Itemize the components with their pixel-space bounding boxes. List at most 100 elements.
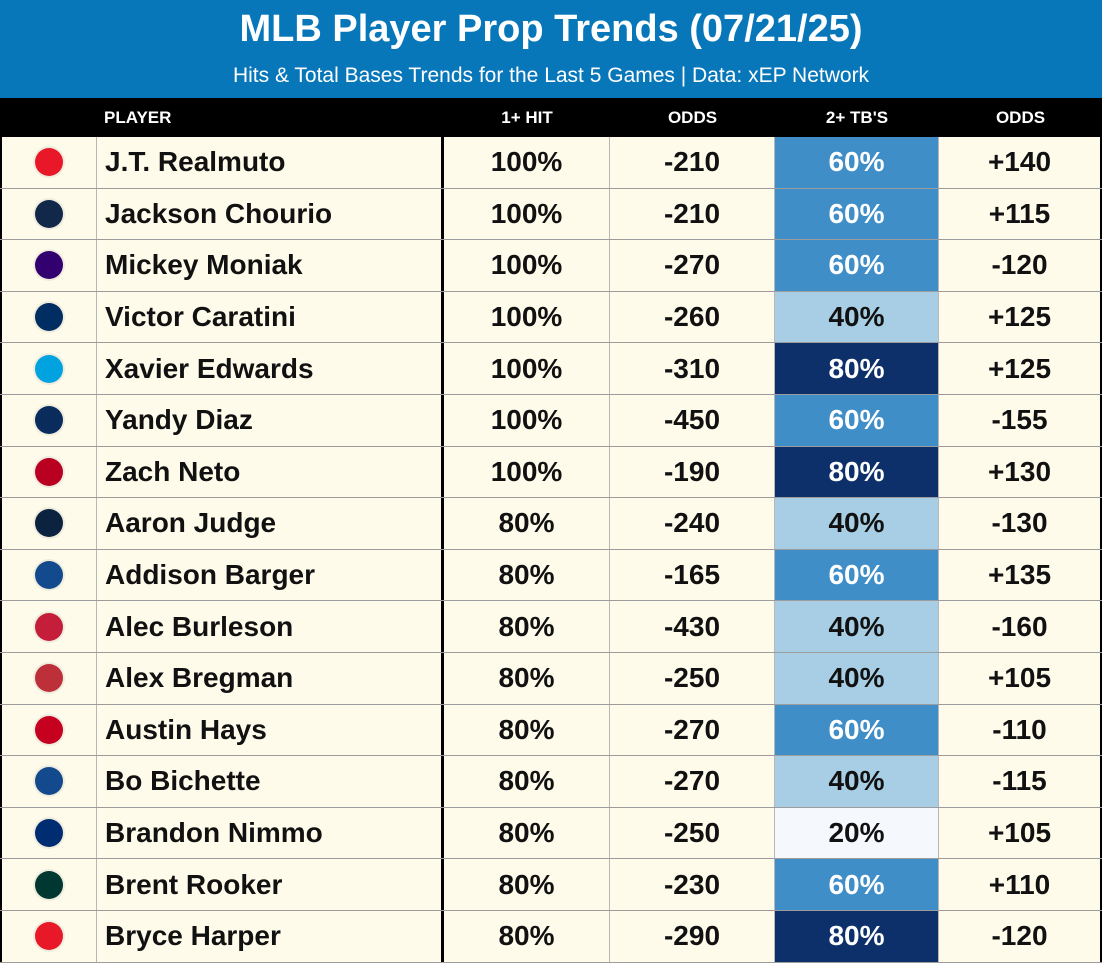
tb-rate: 60% xyxy=(775,240,939,291)
hit-rate: 80% xyxy=(444,549,610,601)
hit-rate: 100% xyxy=(444,137,610,188)
hit-odds: -310 xyxy=(610,343,775,394)
col-header-player: PLAYER xyxy=(104,108,172,127)
hit-odds: -210 xyxy=(610,188,775,240)
player-name: Aaron Judge xyxy=(97,498,444,549)
col-header-odds-hit: ODDS xyxy=(667,108,718,127)
page-title: MLB Player Prop Trends (07/21/25) xyxy=(239,8,863,50)
tb-rate: 20% xyxy=(775,807,939,859)
blue-jays-logo-icon xyxy=(35,767,63,796)
team-logo-cell xyxy=(0,756,97,807)
tb-odds: +110 xyxy=(939,859,1102,910)
tb-odds: -115 xyxy=(939,756,1102,807)
player-name: Mickey Moniak xyxy=(97,240,444,291)
hit-odds: -190 xyxy=(610,446,775,498)
player-name: Yandy Diaz xyxy=(97,394,444,446)
red-sox-logo-icon xyxy=(35,664,63,693)
marlins-logo-icon xyxy=(35,354,63,383)
hit-rate: 80% xyxy=(444,756,610,807)
team-logo-cell xyxy=(0,188,97,240)
tb-odds: +105 xyxy=(939,807,1102,859)
hit-rate: 100% xyxy=(444,188,610,240)
team-logo-cell xyxy=(0,394,97,446)
hit-rate: 80% xyxy=(444,910,610,962)
reds-logo-icon xyxy=(35,715,63,744)
table-row: Bryce Harper 80% -290 80% -120 xyxy=(0,910,1102,963)
team-logo-cell xyxy=(0,652,97,704)
tb-rate: 60% xyxy=(775,549,939,601)
tb-rate: 80% xyxy=(775,446,939,498)
player-name: Victor Caratini xyxy=(97,291,444,343)
tb-odds: +125 xyxy=(939,291,1102,343)
player-name: Xavier Edwards xyxy=(97,343,444,394)
tb-rate: 80% xyxy=(775,343,939,394)
cardinals-logo-icon xyxy=(35,612,63,641)
hit-odds: -230 xyxy=(610,859,775,910)
team-logo-cell xyxy=(0,498,97,549)
table-row: Jackson Chourio 100% -210 60% +115 xyxy=(0,188,1102,241)
tb-odds: -160 xyxy=(939,601,1102,652)
yankees-logo-icon xyxy=(35,509,63,538)
hit-odds: -210 xyxy=(610,137,775,188)
player-name: Addison Barger xyxy=(97,549,444,601)
col-header-tb: 2+ TB'S xyxy=(825,108,889,127)
tb-rate: 40% xyxy=(775,756,939,807)
hit-odds: -290 xyxy=(610,910,775,962)
tb-odds: -120 xyxy=(939,240,1102,291)
player-name: Austin Hays xyxy=(97,704,444,756)
team-logo-cell xyxy=(0,291,97,343)
astros-logo-icon xyxy=(35,303,63,332)
team-logo-cell xyxy=(0,910,97,962)
team-logo-cell xyxy=(0,807,97,859)
team-logo-cell xyxy=(0,859,97,910)
header-banner: MLB Player Prop Trends (07/21/25) Hits &… xyxy=(0,0,1102,98)
team-logo-cell xyxy=(0,240,97,291)
tb-rate: 40% xyxy=(775,498,939,549)
table-row: Brent Rooker 80% -230 60% +110 xyxy=(0,859,1102,911)
hit-odds: -250 xyxy=(610,807,775,859)
hit-odds: -270 xyxy=(610,240,775,291)
hit-rate: 100% xyxy=(444,394,610,446)
hit-rate: 80% xyxy=(444,704,610,756)
tb-odds: +125 xyxy=(939,343,1102,394)
hit-odds: -260 xyxy=(610,291,775,343)
tb-rate: 40% xyxy=(775,652,939,704)
player-name: Jackson Chourio xyxy=(97,188,444,240)
brewers-logo-icon xyxy=(35,199,63,228)
hit-rate: 100% xyxy=(444,240,610,291)
tb-rate: 60% xyxy=(775,394,939,446)
table-row: Addison Barger 80% -165 60% +135 xyxy=(0,549,1102,602)
table-row: Yandy Diaz 100% -450 60% -155 xyxy=(0,394,1102,447)
hit-rate: 80% xyxy=(444,652,610,704)
tb-rate: 60% xyxy=(775,704,939,756)
tb-odds: +105 xyxy=(939,652,1102,704)
mets-logo-icon xyxy=(35,819,63,848)
hit-rate: 100% xyxy=(444,291,610,343)
tb-odds: -110 xyxy=(939,704,1102,756)
table-row: Alex Bregman 80% -250 40% +105 xyxy=(0,652,1102,705)
tb-odds: +140 xyxy=(939,137,1102,188)
tb-rate: 60% xyxy=(775,137,939,188)
table-row: Zach Neto 100% -190 80% +130 xyxy=(0,446,1102,499)
rockies-logo-icon xyxy=(35,251,63,280)
table-row: Victor Caratini 100% -260 40% +125 xyxy=(0,291,1102,344)
tb-odds: -155 xyxy=(939,394,1102,446)
team-logo-cell xyxy=(0,446,97,498)
player-name: Brandon Nimmo xyxy=(97,807,444,859)
table-row: J.T. Realmuto 100% -210 60% +140 xyxy=(0,137,1102,189)
hit-rate: 80% xyxy=(444,601,610,652)
team-logo-cell xyxy=(0,343,97,394)
tb-odds: +115 xyxy=(939,188,1102,240)
blue-jays-logo-icon xyxy=(35,561,63,590)
col-header-hit: 1+ HIT xyxy=(501,108,553,127)
tb-rate: 40% xyxy=(775,291,939,343)
column-headers: PLAYER 1+ HIT ODDS 2+ TB'S ODDS xyxy=(0,98,1102,137)
hit-rate: 100% xyxy=(444,343,610,394)
tb-rate: 60% xyxy=(775,188,939,240)
table-row: Bo Bichette 80% -270 40% -115 xyxy=(0,756,1102,808)
tb-odds: +135 xyxy=(939,549,1102,601)
tb-odds: -130 xyxy=(939,498,1102,549)
hit-rate: 100% xyxy=(444,446,610,498)
table-body: J.T. Realmuto 100% -210 60% +140 Jackson Chou… xyxy=(0,137,1102,963)
